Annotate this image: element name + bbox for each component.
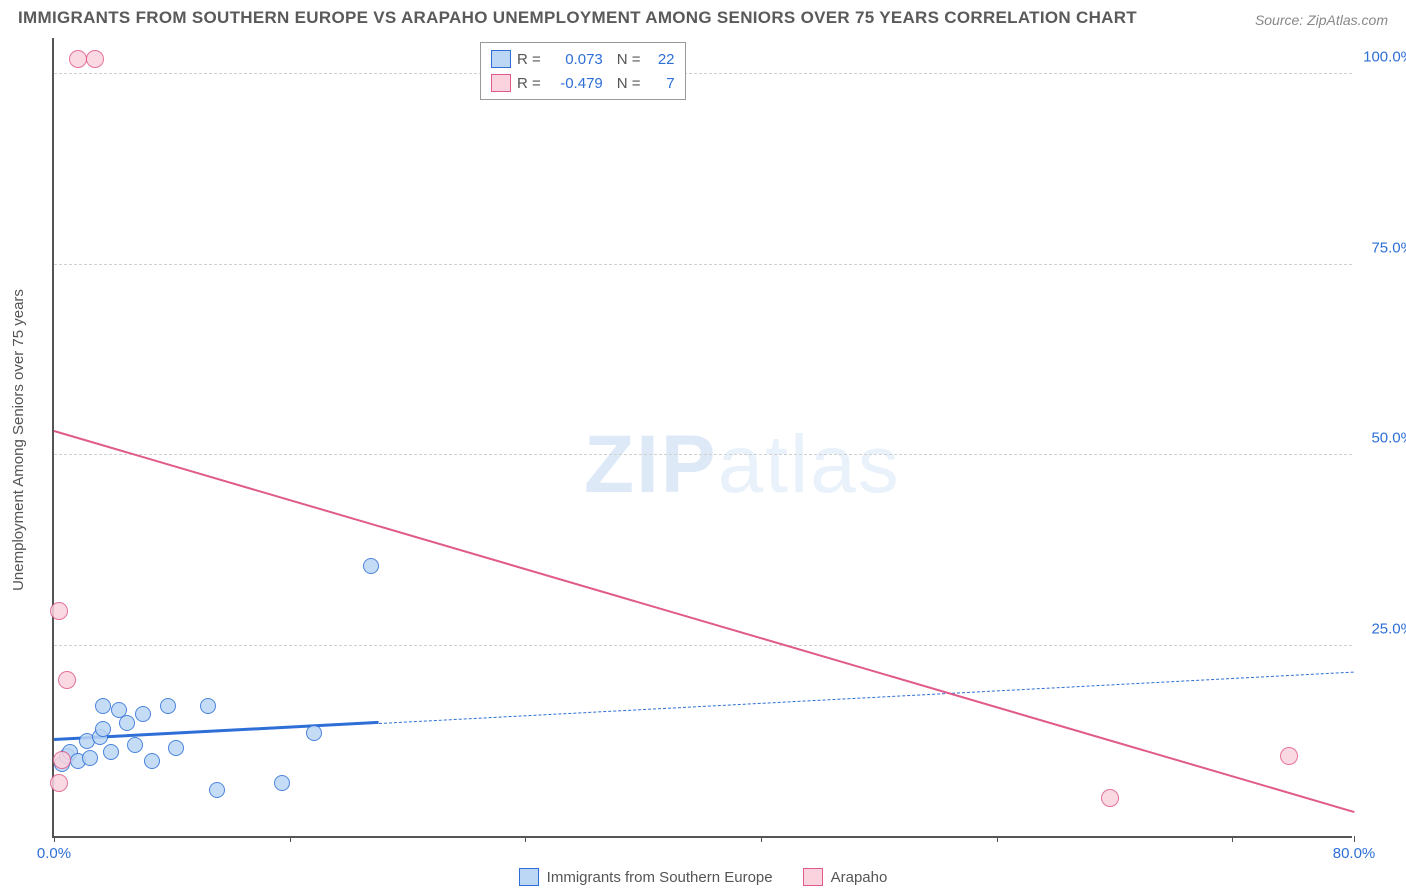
x-tick: [997, 836, 998, 842]
scatter-point-arapaho: [50, 774, 68, 792]
x-tick: [525, 836, 526, 842]
scatter-point-immigrants: [209, 782, 225, 798]
scatter-point-immigrants: [168, 740, 184, 756]
scatter-point-immigrants: [82, 750, 98, 766]
scatter-point-arapaho: [53, 751, 71, 769]
scatter-point-immigrants: [200, 698, 216, 714]
source-name: ZipAtlas.com: [1307, 12, 1388, 28]
watermark-sub: atlas: [718, 419, 901, 510]
scatter-point-immigrants: [274, 775, 290, 791]
legend-swatch: [491, 50, 511, 68]
x-tick: [761, 836, 762, 842]
legend-swatch: [803, 868, 823, 886]
legend-r-value: 0.073: [547, 51, 603, 68]
scatter-point-arapaho: [1280, 747, 1298, 765]
watermark: ZIPatlas: [584, 418, 901, 512]
legend-r-value: -0.479: [547, 75, 603, 92]
legend-item: Arapaho: [803, 868, 888, 886]
gridline: [54, 73, 1352, 74]
scatter-point-arapaho: [1101, 789, 1119, 807]
correlation-legend: R = 0.073 N = 22 R = -0.479 N = 7: [480, 42, 686, 100]
x-tick: [1232, 836, 1233, 842]
legend-n-label: N =: [617, 75, 641, 92]
scatter-point-immigrants: [119, 715, 135, 731]
y-axis-title: Unemployment Among Seniors over 75 years: [10, 289, 27, 591]
scatter-point-immigrants: [95, 698, 111, 714]
gridline: [54, 645, 1352, 646]
gridline: [54, 264, 1352, 265]
scatter-point-immigrants: [363, 558, 379, 574]
y-tick-label: 100.0%: [1358, 49, 1406, 66]
legend-label: Immigrants from Southern Europe: [547, 869, 773, 886]
plot-area: ZIPatlas 25.0%50.0%75.0%100.0%0.0%80.0%: [52, 38, 1352, 838]
legend-row: R = -0.479 N = 7: [491, 71, 675, 95]
scatter-point-immigrants: [135, 706, 151, 722]
source-attribution: Source: ZipAtlas.com: [1255, 12, 1388, 28]
chart-title: IMMIGRANTS FROM SOUTHERN EUROPE VS ARAPA…: [18, 8, 1137, 28]
scatter-point-immigrants: [160, 698, 176, 714]
scatter-point-immigrants: [306, 725, 322, 741]
legend-n-value: 22: [647, 51, 675, 68]
y-tick-label: 50.0%: [1358, 430, 1406, 447]
scatter-point-arapaho: [50, 602, 68, 620]
series-legend: Immigrants from Southern Europe Arapaho: [0, 868, 1406, 886]
legend-swatch: [491, 74, 511, 92]
x-tick: [1354, 836, 1355, 842]
scatter-point-immigrants: [127, 737, 143, 753]
trend-line: [54, 430, 1355, 813]
x-tick: [290, 836, 291, 842]
legend-item: Immigrants from Southern Europe: [519, 868, 773, 886]
x-tick-label: 0.0%: [37, 845, 71, 862]
legend-label: Arapaho: [831, 869, 888, 886]
scatter-point-immigrants: [103, 744, 119, 760]
trend-line: [379, 671, 1354, 723]
legend-r-label: R =: [517, 51, 541, 68]
legend-row: R = 0.073 N = 22: [491, 47, 675, 71]
scatter-point-arapaho: [58, 671, 76, 689]
scatter-point-arapaho: [86, 50, 104, 68]
y-tick-label: 75.0%: [1358, 239, 1406, 256]
scatter-point-immigrants: [144, 753, 160, 769]
legend-n-value: 7: [647, 75, 675, 92]
x-tick-label: 80.0%: [1333, 845, 1376, 862]
legend-r-label: R =: [517, 75, 541, 92]
x-tick: [54, 836, 55, 842]
scatter-point-immigrants: [95, 721, 111, 737]
y-tick-label: 25.0%: [1358, 620, 1406, 637]
source-label: Source:: [1255, 12, 1303, 28]
legend-n-label: N =: [617, 51, 641, 68]
watermark-main: ZIP: [584, 419, 718, 510]
legend-swatch: [519, 868, 539, 886]
gridline: [54, 454, 1352, 455]
